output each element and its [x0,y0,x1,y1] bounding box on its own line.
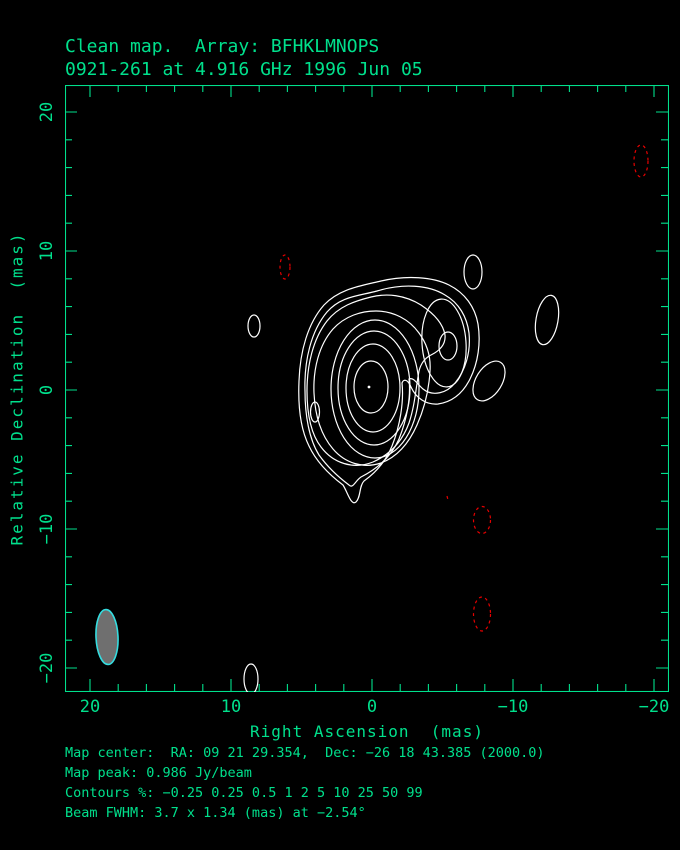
y-minor-ticks-right [661,139,668,641]
blob-east-core [309,401,321,423]
x-tick-label-m10: −10 [497,697,529,717]
x-tick-label-10: 10 [220,697,242,717]
contour-core-5pct [330,319,420,459]
x-tick-label-20: 20 [79,697,101,717]
y-major-ticks-left [65,111,77,669]
blob-east-upper [247,314,261,338]
blob-nw-small [463,254,483,290]
x-major-ticks-bottom [89,679,655,691]
beam-fwhm-text: Beam FWHM: 3.7 x 1.34 (mas) at −2.54° [65,805,366,821]
neg-contour-ne [279,254,291,280]
map-peak-text: Map peak: 0.986 Jy/beam [65,765,252,781]
y-tick-label-m20: −20 [37,652,57,684]
x-minor-ticks-top [117,85,627,92]
plot-frame [65,85,669,692]
contour-knot-inner [438,331,458,361]
plot-area [65,85,669,692]
blob-west-near [472,360,506,402]
neg-contour-nw-corner [633,144,649,178]
x-minor-ticks-bottom [117,684,627,691]
y-tick-label-10: 10 [37,240,57,262]
neg-contour-speck [446,495,449,501]
contour-core-50pct [353,360,389,414]
positive-contours [243,254,560,692]
y-tick-label-20: 20 [37,101,57,123]
blob-south-edge [243,663,259,692]
contour-core-1pct [306,294,446,466]
x-major-ticks-top [89,85,655,97]
y-axis-title: Relative Declination (mas) [7,231,27,546]
map-title: Clean map. Array: BFHKLMNOPS [65,36,380,57]
y-tick-label-0: 0 [37,384,57,396]
core-peak-dot [367,385,371,389]
y-major-ticks-right [656,111,668,669]
beam-ellipse [95,608,119,666]
blob-west-far [534,294,560,346]
map-subtitle: 0921-261 at 4.916 GHz 1996 Jun 05 [65,59,423,80]
x-axis-title: Right Ascension (mas) [250,722,484,741]
contour-envelope-inner [304,285,470,487]
contour-envelope-outer [298,276,480,504]
y-minor-ticks-left [65,139,72,641]
y-tick-label-m10: −10 [37,513,57,545]
neg-contour-sw-upper [472,505,492,535]
negative-contours [279,144,649,632]
contour-core-2pct [313,310,431,466]
x-tick-label-m20: −20 [638,697,670,717]
contour-core-25pct [345,343,401,433]
x-tick-label-0: 0 [366,697,378,717]
contour-levels-text: Contours %: −0.25 0.25 0.5 1 2 5 10 25 5… [65,785,423,801]
axis-ticks [65,85,668,691]
contour-core-10pct [337,330,411,446]
neg-contour-sw-lower [472,596,492,632]
contour-knot-outer [421,298,467,388]
map-center-text: Map center: RA: 09 21 29.354, Dec: −26 1… [65,745,545,761]
